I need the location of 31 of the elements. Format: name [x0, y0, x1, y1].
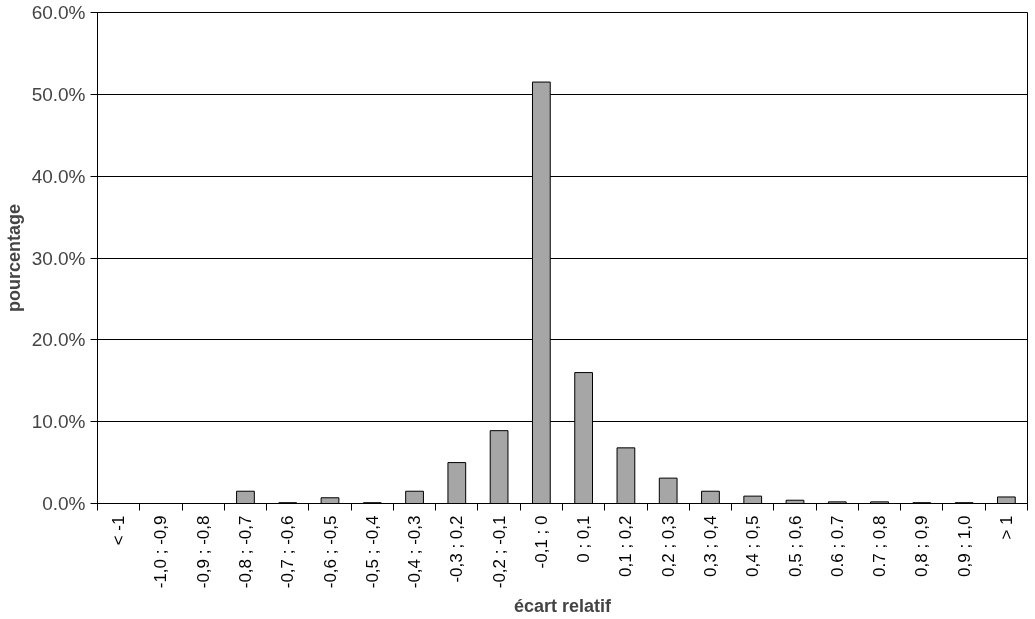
- x-tick-label: 0.6 ; 0.7: [827, 515, 847, 577]
- y-tick-label: 10.0%: [31, 411, 86, 433]
- x-tick-label: -0,4 ; -0,3: [405, 515, 425, 589]
- x-tick-label: -1,0 ; -0,9: [151, 515, 171, 589]
- x-tick-label: 0,4 ; 0,5: [743, 515, 763, 577]
- y-tick-label: 30.0%: [31, 247, 86, 269]
- x-tick-label: -0,2 ; -0,1: [489, 515, 509, 589]
- x-tick-label: 0,2 ; 0,3: [658, 515, 678, 577]
- x-tick-label: 0.7 ; 0,8: [870, 515, 890, 577]
- y-tick-label: 0.0%: [42, 493, 86, 514]
- y-tick-label: 40.0%: [31, 165, 86, 187]
- x-tick-label: 0,1 ; 0,2: [616, 515, 636, 577]
- x-tick-label: 0,8 ; 0,9: [912, 515, 932, 577]
- x-tick-label: -0,7 ; -0,6: [278, 515, 298, 589]
- x-tick-label: -0,3 ; 0,2: [447, 515, 467, 583]
- x-tick-label: -0,5 ; -0,4: [362, 515, 382, 589]
- x-tick-label: 0,9 ; 1,0: [954, 515, 974, 577]
- y-axis-title: pourcentage: [3, 203, 24, 313]
- y-tick-label: 20.0%: [31, 329, 86, 351]
- x-tick-label: -0,1 ; 0: [531, 515, 551, 569]
- x-tick-label: < -1: [109, 515, 129, 546]
- x-axis-title: écart relatif: [513, 596, 613, 617]
- y-tick-label: 60.0%: [31, 2, 86, 23]
- x-tick-label: -0,8 ; -0,7: [235, 515, 255, 589]
- x-tick-label: 0,3 ; 0,4: [700, 515, 720, 577]
- x-tick-label: > 1: [996, 515, 1016, 540]
- x-tick-label: 0,5 ; 0,6: [785, 515, 805, 577]
- x-tick-label: -0,9 ; -0,8: [193, 515, 213, 589]
- x-tick-label: -0,6 ; -0,5: [320, 515, 340, 589]
- x-tick-label: 0 ; 0,1: [574, 515, 594, 563]
- y-tick-label: 50.0%: [31, 83, 86, 105]
